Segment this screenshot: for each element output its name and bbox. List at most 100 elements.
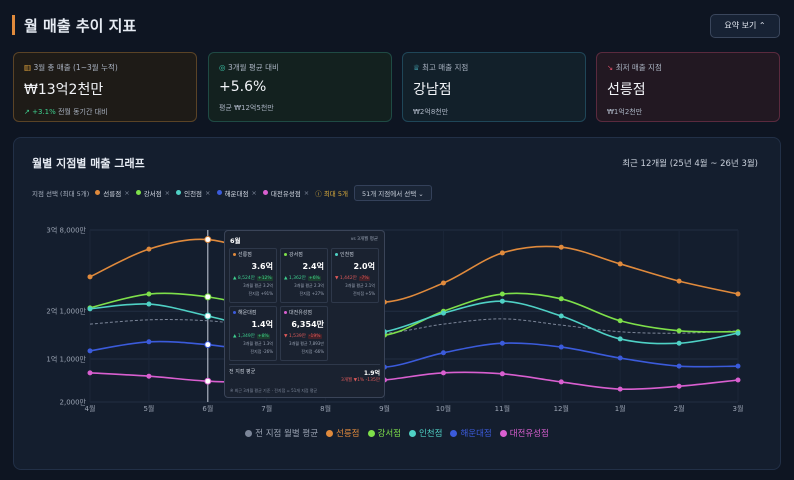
select-caret: ⌄ [416, 189, 424, 198]
data-point [558, 296, 564, 302]
legend-swatch [499, 429, 507, 437]
legend-swatch [367, 429, 375, 437]
legend-item[interactable]: 대전유성점 [499, 427, 549, 439]
diff-amount: ▲ 1,362만 [284, 276, 306, 281]
chip-label: 대전유성점 [270, 189, 301, 198]
chip-remove[interactable]: × [164, 188, 171, 197]
diff-pct: +8% [256, 334, 270, 339]
data-point [617, 355, 623, 361]
branch-chip[interactable]: 인천점 × [176, 188, 211, 198]
legend-item[interactable]: 해운대점 [450, 427, 492, 439]
cell-all: 전지점 -26% [250, 349, 273, 354]
cell-name: 선릉점 [233, 251, 273, 258]
data-point [558, 379, 564, 385]
button-label: 요약 보기 [724, 21, 757, 30]
chip-label: 선릉점 [103, 189, 122, 198]
data-point [146, 246, 152, 252]
cell-name: 해운대점 [233, 309, 273, 316]
data-point [440, 310, 446, 316]
x-tick-label: 9월 [379, 404, 390, 413]
tooltip-total: 전 지점 평균 1.9억 3개월 ▼1% -135만 [229, 364, 380, 383]
cell-name: 강서점 [284, 251, 324, 258]
data-point [146, 373, 152, 379]
kpi-change: +3.1% [32, 108, 56, 116]
diff-pct: +12% [256, 276, 273, 281]
legend-swatch [408, 429, 416, 437]
series-line [89, 238, 739, 304]
legend-item[interactable]: 전 지점 월별 평균 [245, 427, 318, 439]
cell-diff: ▲ 8,524만 +12% [233, 275, 273, 281]
y-tick-label: 3억 8,000만 [46, 226, 86, 235]
kpi-card: ↘ 최저 매출 지점 선릉점 ₩1억2천만 [596, 52, 780, 122]
diff-amount: ▼ 1,539만 [284, 334, 306, 339]
limit-note: ⓘ 최대 5개 [315, 188, 348, 198]
x-tick-label: 12월 [554, 404, 569, 413]
chip-remove[interactable]: × [251, 188, 257, 197]
cell-name-text: 인천점 [340, 252, 354, 258]
branch-chip[interactable]: 대전유성점 × [262, 188, 310, 198]
cell-all: 전지점 -66% [301, 349, 324, 354]
legend-item[interactable]: 선릉점 [326, 427, 360, 439]
legend-swatch [326, 429, 334, 437]
series-line [89, 300, 739, 345]
legend-label: 전 지점 월별 평균 [255, 429, 319, 439]
tooltip: 6월 vs 3개월 평균 전 지점 평균 1.9억 3개월 ▼1% -135만 … [224, 230, 385, 398]
series-line [89, 292, 739, 337]
tooltip-cell: 인천점 2.0억 ▼ 1,442만 -7% 3개월 평균 2.1억 전지점 +5% [331, 248, 379, 303]
series-line [89, 340, 739, 369]
data-point [617, 318, 623, 324]
cell-value: 6,354만 [291, 320, 324, 329]
data-point [204, 293, 212, 301]
chip-remove[interactable]: × [205, 188, 211, 197]
data-point [146, 301, 152, 307]
data-point [440, 350, 446, 356]
kpi-value: 선릉점 [607, 82, 646, 98]
legend-label: 선릉점 [336, 429, 360, 439]
y-tick-label: 1억 1,000만 [46, 355, 86, 364]
legend-item[interactable]: 인천점 [408, 427, 442, 439]
chip-remove[interactable]: × [124, 188, 130, 197]
data-point [617, 336, 623, 342]
kpi-value: 강남점 [413, 82, 452, 98]
summary-button[interactable]: 요약 보기 ⌃ [710, 14, 780, 38]
tooltip-title: 6월 [230, 237, 241, 245]
data-point [735, 330, 741, 336]
data-point [204, 236, 212, 244]
legend-item[interactable]: 강서점 [367, 427, 401, 439]
kpi-card: ◎ 3개월 평균 대비 +5.6% 평균 ₩12억5천만 [208, 52, 392, 122]
branch-chip[interactable]: 해운대점 × [216, 188, 257, 198]
branch-chip[interactable]: 선릉점 × [95, 188, 130, 198]
filter-label: 지점 선택 (최대 5개) [32, 189, 90, 198]
kpi-label: 최고 매출 지점 [422, 63, 469, 72]
data-point [558, 313, 564, 319]
branch-select[interactable]: 51개 지점에서 선택 ⌄ [353, 184, 432, 201]
data-point [735, 363, 741, 369]
series-line [89, 318, 739, 334]
legend-swatch [450, 429, 458, 437]
chip-label: 인천점 [184, 189, 203, 198]
chip-dot [135, 190, 141, 195]
cell-diff: ▲ 1,349만 +8% [233, 333, 273, 339]
x-tick-label: 10월 [436, 404, 451, 413]
legend-swatch [245, 429, 253, 437]
cell-name: 대전유성점 [284, 309, 324, 316]
data-point [499, 371, 505, 377]
kpi-label: 최저 매출 지점 [615, 63, 662, 72]
data-point [87, 348, 93, 354]
data-point [499, 340, 505, 346]
x-tick-label: 8월 [320, 404, 331, 413]
data-point [617, 386, 623, 392]
diff-amount: ▼ 1,442만 [335, 276, 357, 281]
chip-remove[interactable]: × [303, 188, 310, 197]
branch-chip[interactable]: 강서점 × [135, 188, 171, 198]
chip-label: 해운대점 [224, 189, 249, 198]
legend-label: 대전유성점 [509, 429, 549, 439]
cell-name-text: 해운대점 [238, 310, 257, 316]
kpi-note: 전월 동기간 대비 [57, 108, 108, 116]
legend: 전 지점 월별 평균 선릉점 강서점 인천점 해운대점 대전유성점 [0, 427, 794, 439]
x-tick-label: 2월 [674, 404, 685, 413]
cell-diff: ▼ 1,442만 -7% [335, 275, 375, 281]
cell-name-text: 강서점 [289, 252, 303, 258]
cell-avg: 3개월 평균 2.1억 [345, 283, 375, 288]
data-point [676, 383, 682, 389]
